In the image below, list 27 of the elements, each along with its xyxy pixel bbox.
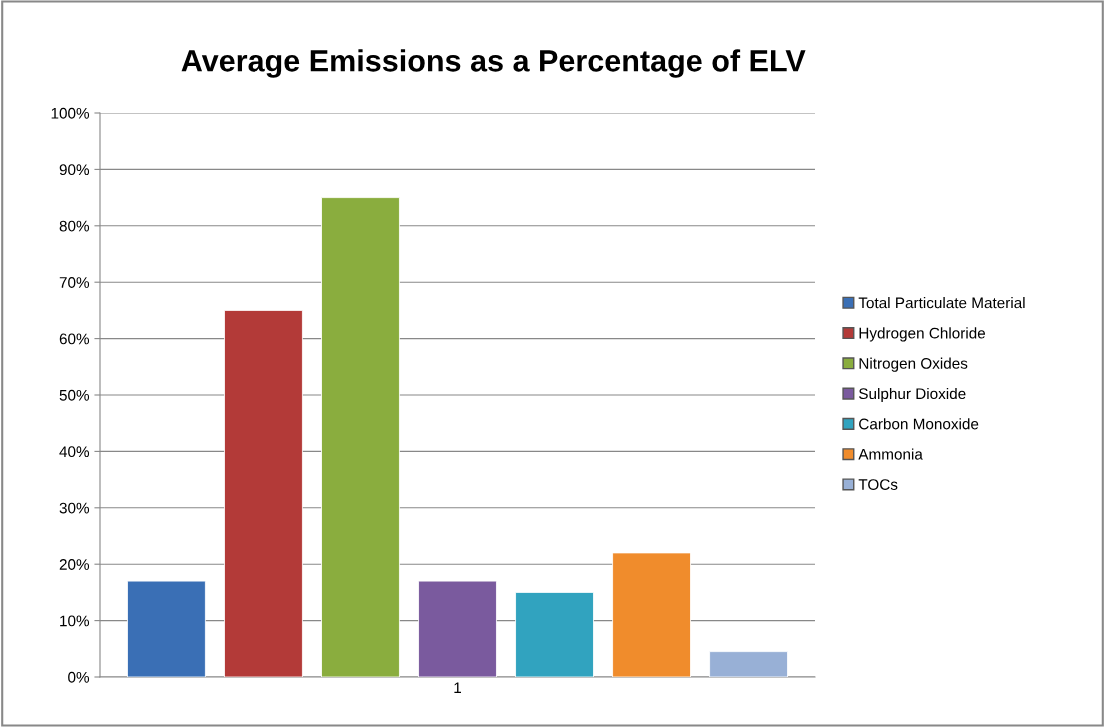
legend-label: Ammonia bbox=[858, 448, 923, 460]
x-tick-label: 1 bbox=[454, 682, 461, 693]
y-tick-label: 70% bbox=[59, 277, 90, 288]
bar bbox=[224, 309, 303, 677]
y-tick-label: 50% bbox=[59, 389, 90, 401]
y-tick-label: 40% bbox=[59, 446, 90, 458]
legend-label: Total Particulate Material bbox=[858, 297, 1025, 309]
bar bbox=[612, 552, 691, 677]
y-tick-label: 90% bbox=[59, 164, 90, 176]
legend-label: Nitrogen Oxides bbox=[859, 357, 968, 372]
chart-title: Average Emissions as a Percentage of ELV bbox=[181, 49, 806, 78]
y-tick-label: 30% bbox=[59, 502, 90, 514]
legend-label: Sulphur Dioxide bbox=[859, 387, 966, 403]
bar bbox=[515, 591, 594, 677]
bar bbox=[127, 580, 206, 677]
y-tick-label: 80% bbox=[59, 220, 90, 232]
y-tick-label: 10% bbox=[60, 615, 90, 627]
legend-label: Carbon Monoxide bbox=[859, 418, 979, 430]
legend-label: Hydrogen Chloride bbox=[859, 327, 986, 342]
y-tick-label: 0% bbox=[68, 671, 90, 683]
y-tick-label: 60% bbox=[59, 333, 90, 345]
y-tick-label: 100% bbox=[51, 107, 90, 119]
legend-label: TOCs bbox=[858, 479, 898, 490]
bar bbox=[418, 580, 497, 677]
bar bbox=[321, 197, 400, 677]
y-tick-label: 20% bbox=[59, 559, 90, 570]
bar bbox=[709, 651, 788, 677]
